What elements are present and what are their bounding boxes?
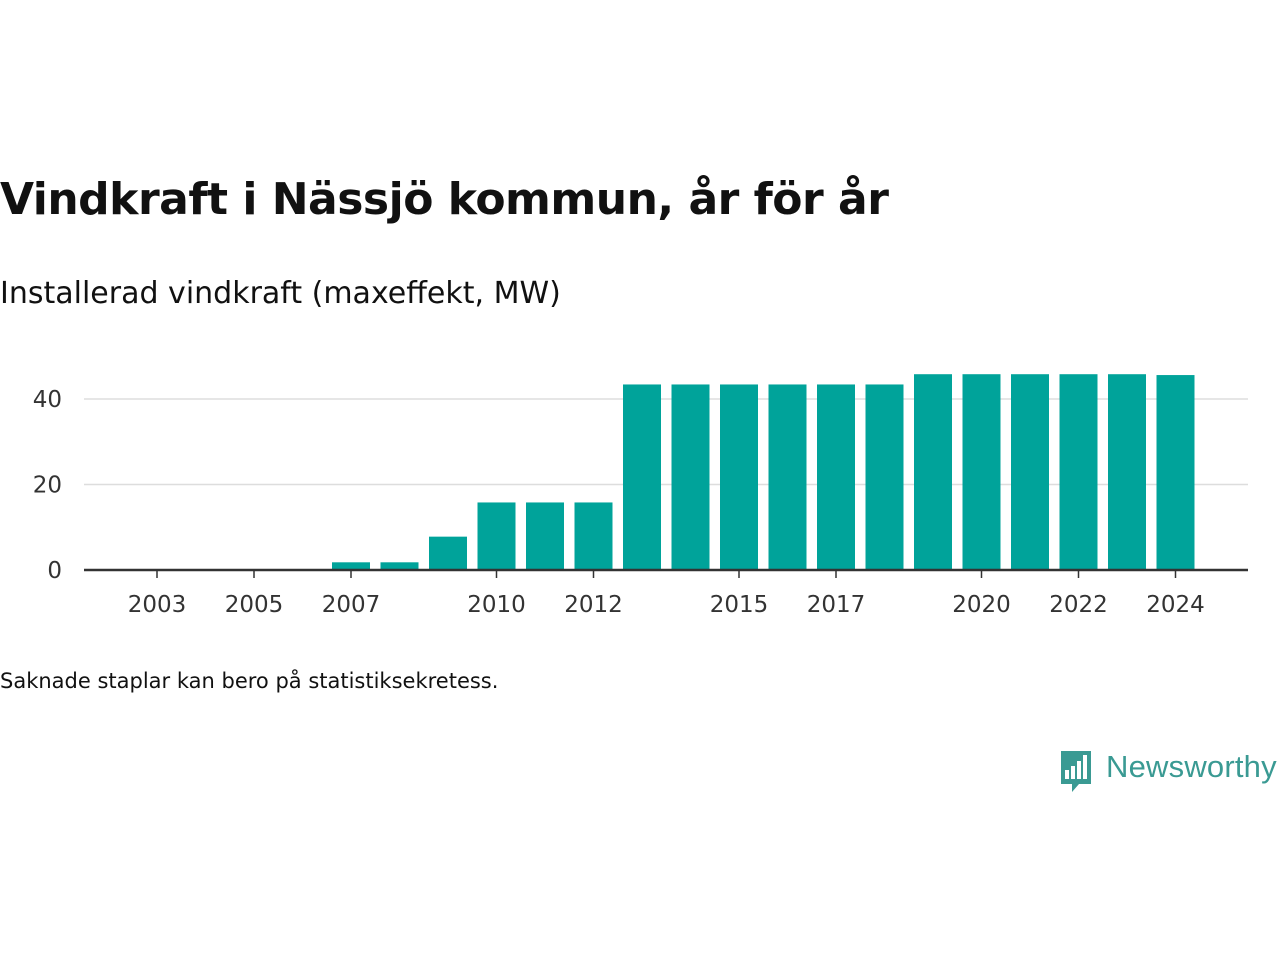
- bar-2017: [817, 384, 855, 570]
- bar-2024: [1156, 375, 1195, 570]
- newsworthy-logo: Newsworthy: [1058, 748, 1277, 796]
- x-tick-label: 2024: [1146, 592, 1205, 618]
- bar-2022: [1059, 374, 1098, 570]
- x-tick-label: 2003: [128, 592, 187, 618]
- x-tick-label: 2012: [564, 592, 623, 618]
- bar-2023: [1108, 374, 1146, 570]
- chart-title: Vindkraft i Nässjö kommun, år för år: [0, 174, 889, 225]
- x-tick-label: 2020: [952, 592, 1011, 618]
- bar-2008: [380, 562, 419, 570]
- footnote: Saknade staplar kan bero på statistiksek…: [0, 669, 499, 693]
- bar-2011: [526, 502, 564, 570]
- bar-chart-speech-bubble-icon: [1061, 751, 1091, 792]
- bar-2013: [623, 384, 661, 570]
- x-tick-label: 2015: [710, 592, 769, 618]
- bar-2012: [574, 502, 613, 570]
- bar-2010: [477, 502, 516, 570]
- x-tick-label: 2005: [225, 592, 284, 618]
- bar-2014: [671, 384, 710, 570]
- gridlines: [84, 398, 1248, 486]
- y-tick-label: 0: [47, 558, 62, 584]
- bar-2009: [429, 536, 467, 570]
- x-tick-label: 2017: [807, 592, 866, 618]
- bar-2015: [720, 384, 758, 570]
- x-tick-label: 2010: [467, 592, 526, 618]
- bar-chart: 0 20 40 2003 2005 2007 2010 2012 2015 2017 2020 202…: [33, 374, 1248, 618]
- bar-2020: [962, 374, 1001, 570]
- bar-2021: [1011, 374, 1049, 570]
- axes: 0 20 40 2003 2005 2007 2010 2012 2015 2017 2020 202…: [33, 387, 1248, 618]
- y-tick-label: 20: [33, 473, 62, 499]
- x-tick-label: 2022: [1049, 592, 1108, 618]
- y-tick-label: 40: [33, 387, 62, 413]
- bars: [332, 374, 1195, 570]
- x-tick-label: 2007: [322, 592, 381, 618]
- bar-2019: [914, 374, 952, 570]
- bar-2016: [768, 384, 807, 570]
- bar-2007: [332, 562, 370, 570]
- bar-2018: [865, 384, 904, 570]
- chart-subtitle: Installerad vindkraft (maxeffekt, MW): [0, 276, 561, 311]
- logo-text: Newsworthy: [1106, 749, 1277, 784]
